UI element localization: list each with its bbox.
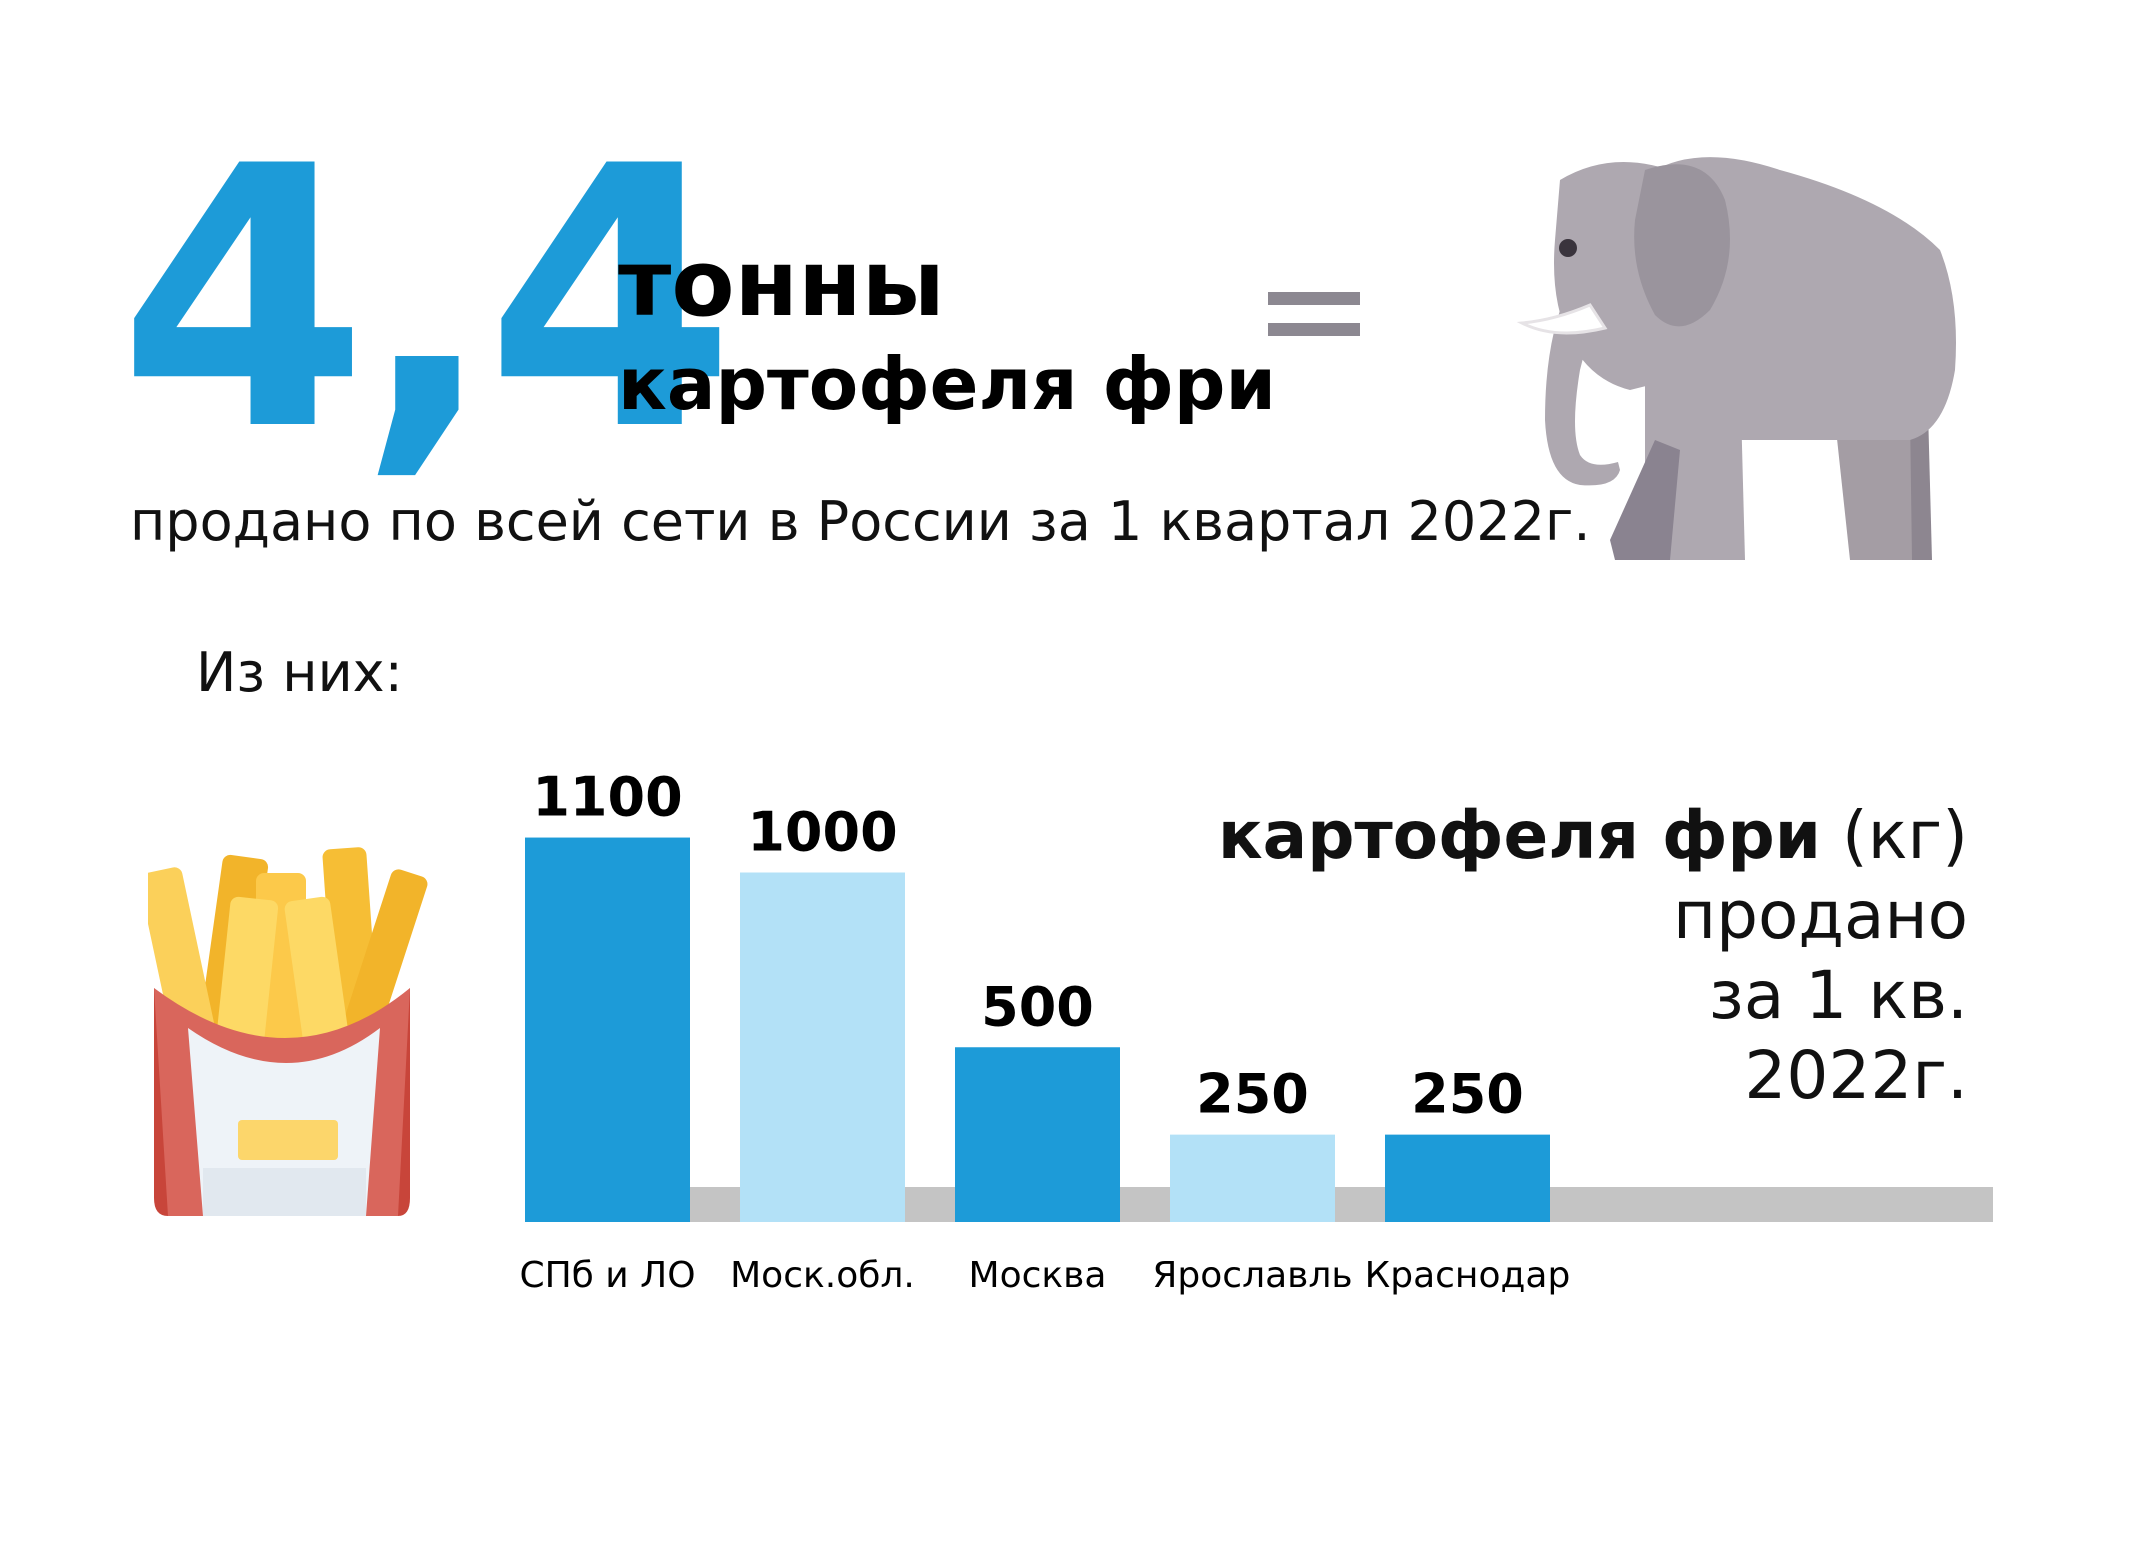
- bar-value-label-1: 1100: [532, 766, 682, 829]
- elephant-icon: [1516, 157, 1956, 560]
- category-label-4: Ярославль: [1152, 1255, 1352, 1296]
- bar-value-label-4: 250: [1196, 1063, 1309, 1126]
- unit-title: тонны: [618, 230, 945, 337]
- category-label-2: Моск.обл.: [730, 1255, 915, 1296]
- bar-value-label-3: 500: [981, 975, 1094, 1038]
- equals-sign: [1268, 292, 1360, 354]
- french-fries-icon: [148, 847, 428, 1216]
- subtitle: продано по всей сети в России за 1 кварт…: [130, 490, 1591, 553]
- total-tonnage: 4,4: [118, 90, 736, 509]
- category-label-1: СПб и ЛО: [519, 1255, 695, 1296]
- bar-4: [1170, 1134, 1335, 1222]
- bar-1: [525, 837, 690, 1222]
- chart-legend: картофеля фри (кг) продано за 1 кв. 2022…: [1218, 796, 1968, 1116]
- of-them-label: Из них:: [196, 641, 403, 704]
- legend-unit: (кг): [1820, 797, 1968, 874]
- bar-value-label-5: 250: [1411, 1063, 1524, 1126]
- legend-line-3: за 1 кв.: [1708, 957, 1968, 1034]
- legend-line-2: продано: [1672, 877, 1968, 954]
- category-labels-layer: СПб и ЛО Моск.обл. Москва Ярославль Краснода…: [519, 1255, 1570, 1296]
- legend-line-4: 2022г.: [1744, 1037, 1968, 1114]
- equals-bar-bottom: [1268, 323, 1360, 336]
- bar-value-label-2: 1000: [747, 801, 897, 864]
- bars-layer: [525, 837, 1550, 1222]
- value-labels-layer: 1100 1000 500 250 250: [532, 766, 1524, 1126]
- category-label-3: Москва: [969, 1255, 1107, 1296]
- bar-2: [740, 872, 905, 1222]
- bar-5: [1385, 1134, 1550, 1222]
- category-label-5: Краснодар: [1365, 1255, 1571, 1296]
- product-title: картофеля фри: [618, 342, 1276, 426]
- bar-3: [955, 1047, 1120, 1222]
- legend-product: картофеля фри: [1217, 797, 1821, 874]
- equals-bar-top: [1268, 292, 1360, 305]
